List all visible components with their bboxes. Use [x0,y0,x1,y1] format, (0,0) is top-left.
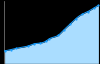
Point [34,43,35,44]
Point [98,5,99,6]
Point [39,43,41,44]
Point [48,38,50,39]
Point [63,29,65,30]
Point [69,24,71,25]
Point [28,45,29,46]
Point [87,11,88,12]
Point [45,40,47,41]
Point [16,48,17,49]
Point [81,14,83,15]
Point [57,35,59,36]
Point [93,8,94,9]
Point [4,50,5,51]
Point [10,49,11,50]
Point [75,18,77,19]
